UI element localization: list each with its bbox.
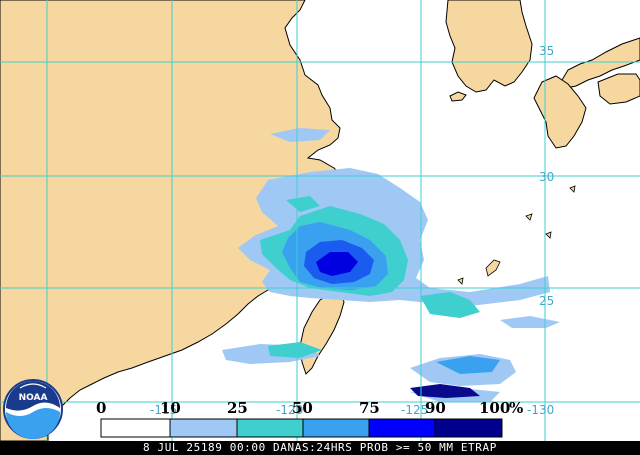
legend-label-100: 100 [479,399,510,417]
lat-label-35: 35 [539,44,554,58]
lon-label-120: -120 [276,403,303,417]
legend-unit: % [509,399,523,417]
footer-caption: 8 JUL 25189 00:00 DANAS:24HRS PROB >= 50… [0,441,640,455]
kyushu-island [533,75,587,149]
lon-label-130: -130 [527,403,554,417]
legend-swatch-90 [434,418,503,438]
shikoku-island [597,73,640,105]
legend-swatch-75 [368,418,436,438]
legend-label-75: 75 [359,399,380,417]
legend-swatch-0 [100,418,171,438]
jeju-island [449,91,467,102]
legend-label-50: 50 [292,399,313,417]
legend: 0 10 25 50 75 90 100 % [96,399,523,438]
korea-landmass [445,0,533,93]
lon-label-115: -115 [150,403,177,417]
legend-swatch-10 [169,418,238,438]
legend-swatch-50 [302,418,370,438]
legend-label-25: 25 [227,399,248,417]
lat-label-30: 30 [539,170,554,184]
legend-label-90: 90 [425,399,446,417]
lon-label-125: -125 [401,403,428,417]
legend-label-10: 10 [160,399,181,417]
noaa-logo: NOAA [3,379,63,439]
lat-lon-grid [0,0,640,441]
legend-label-0: 0 [96,399,106,417]
noaa-logo-text: NOAA [19,393,48,403]
legend-swatch-25 [236,418,304,438]
lat-label-25: 25 [539,294,554,308]
probability-shading [222,128,560,402]
